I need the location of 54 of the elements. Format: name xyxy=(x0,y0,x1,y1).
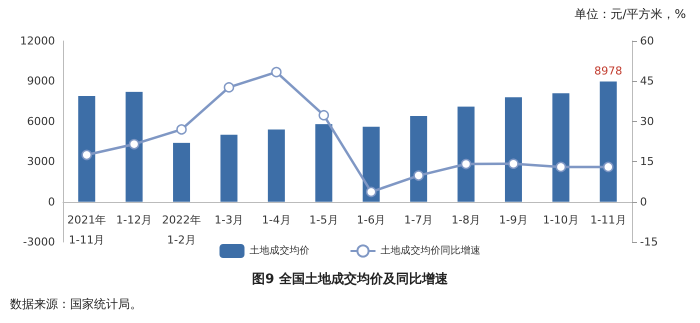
x-tick-label: 1-11月 xyxy=(590,213,626,226)
bar xyxy=(220,134,238,202)
x-tick-label: 2022年 1-2月 xyxy=(162,213,202,246)
point xyxy=(508,158,519,169)
y2-tick-label: 60 xyxy=(640,34,654,48)
y-tick-label: 6000 xyxy=(27,114,55,128)
y-tick-label: 3000 xyxy=(27,155,55,168)
x-tick-label: 1-3月 xyxy=(214,213,244,226)
point xyxy=(271,66,282,78)
bar xyxy=(362,126,380,202)
x-tick-label: 1-5月 xyxy=(309,213,338,226)
y2-tick-label: 30 xyxy=(640,114,654,128)
point xyxy=(128,138,140,150)
x-tick-label: 1-12月 xyxy=(116,213,152,226)
point xyxy=(224,82,234,93)
y2-tick-label: -15 xyxy=(640,236,658,248)
y2-tick-label: 15 xyxy=(640,155,654,168)
x-tick-label: 1-10月 xyxy=(542,213,579,226)
y-tick-label: -3000 xyxy=(23,236,55,248)
point xyxy=(366,186,376,198)
legend-label: 土地成交均价 xyxy=(250,244,310,256)
data-label: 8978 xyxy=(594,64,622,78)
x-tick-label: 1-8月 xyxy=(452,213,481,226)
bar xyxy=(600,81,617,202)
y2-tick-label: 0 xyxy=(640,195,647,208)
x-tick-label: 2021年 1-11月 xyxy=(67,213,106,246)
bar xyxy=(173,142,190,202)
x-tick-label: 1-6月 xyxy=(356,213,386,226)
point xyxy=(413,170,424,181)
y2-tick-label: 45 xyxy=(640,74,654,88)
point xyxy=(81,150,92,160)
y-tick-label: 9000 xyxy=(27,74,55,88)
text: 图9 全国土地成交均价及同比增速 xyxy=(252,271,449,287)
point xyxy=(318,110,330,120)
bar xyxy=(504,97,522,202)
x-tick-label: 1-7月 xyxy=(404,213,434,226)
legend-label: 土地成交均价同比增速 xyxy=(380,244,480,256)
x-tick-label: 1-4月 xyxy=(262,213,291,226)
bar xyxy=(78,96,96,202)
y-tick-label: 0 xyxy=(48,195,55,208)
bar xyxy=(268,129,285,202)
bar xyxy=(410,116,428,202)
bar xyxy=(126,92,143,202)
point xyxy=(460,158,472,170)
y-tick-label: 12000 xyxy=(20,34,55,48)
text: 单位：元/平方米，% xyxy=(574,7,686,21)
point xyxy=(176,124,187,135)
bar xyxy=(458,106,475,202)
source-note: 数据来源：国家统计局。 xyxy=(10,297,142,311)
point xyxy=(603,162,614,172)
bar xyxy=(552,93,570,202)
point xyxy=(556,162,566,172)
x-tick-label: 1-9月 xyxy=(498,213,528,226)
bar xyxy=(315,124,332,202)
